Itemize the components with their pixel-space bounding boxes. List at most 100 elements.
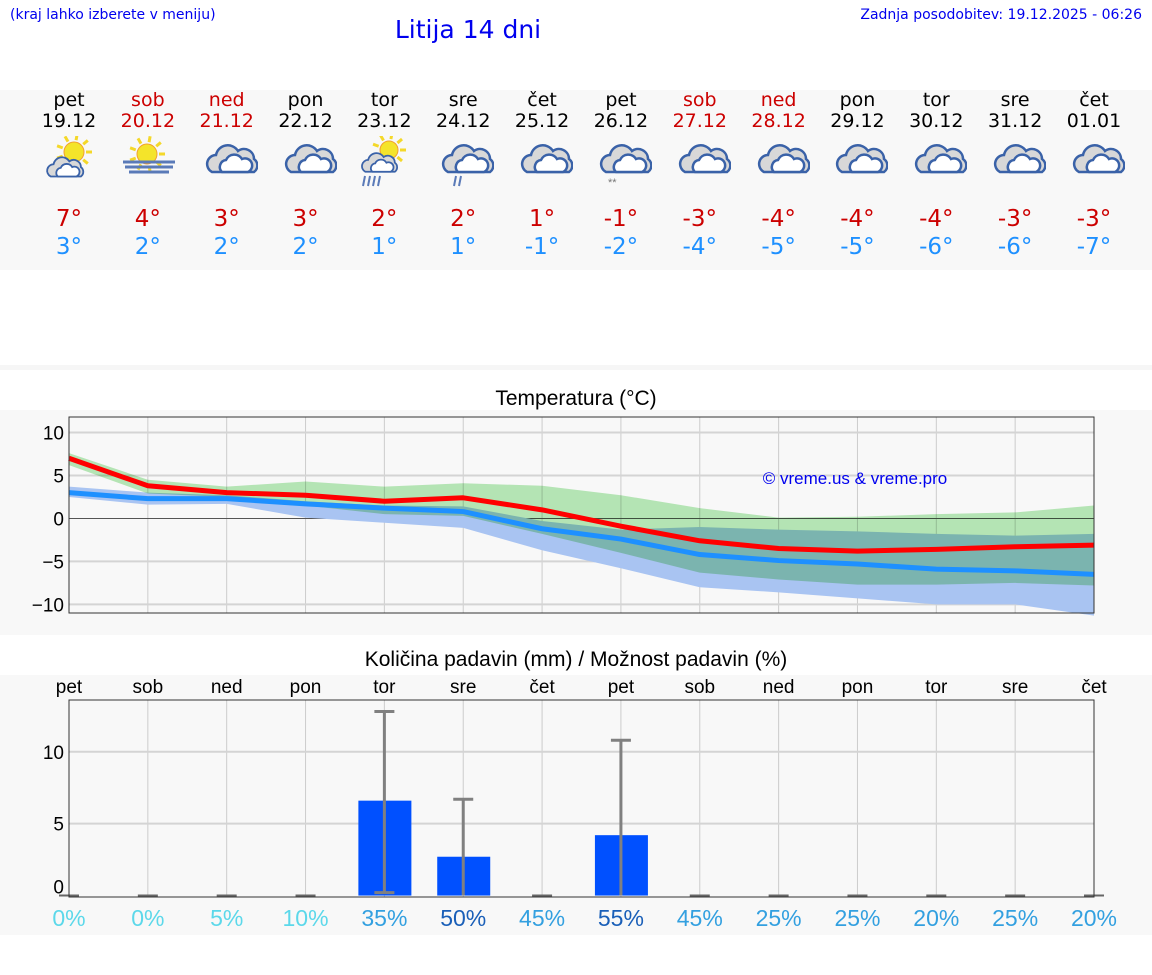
day-date: 01.01	[1066, 110, 1122, 132]
plot-frame	[68, 699, 1095, 898]
x-day-label: sob	[684, 677, 715, 698]
x-day-label: ned	[763, 677, 795, 698]
precip-probability: 20%	[1071, 905, 1117, 931]
x-day-label: pet	[608, 677, 635, 698]
precip-probability: 55%	[598, 905, 644, 931]
precip-probability: 25%	[756, 905, 802, 931]
day-name: ned	[208, 89, 245, 111]
last-updated: Zadnja posodobitev: 19.12.2025 - 06:26	[860, 7, 1142, 23]
precip-probability: 0%	[131, 905, 164, 931]
day-date: 26.12	[593, 110, 649, 132]
y-tick-label: 10	[43, 423, 64, 444]
partly-cloudy-sun-icon	[30, 136, 108, 198]
max-temp: -3°	[682, 206, 717, 232]
precip-probability: 50%	[440, 905, 486, 931]
day-forecast: čet 01.01 -3° -7°	[1055, 90, 1133, 261]
min-temp: 1°	[450, 234, 477, 260]
cloudy-icon	[188, 136, 266, 198]
x-day-label: sre	[1002, 677, 1028, 698]
max-temp: 4°	[134, 206, 161, 232]
x-day-label: sre	[450, 677, 476, 698]
day-name: sob	[131, 89, 165, 111]
day-date: 31.12	[987, 110, 1043, 132]
watermark: © vreme.us & vreme.pro	[763, 469, 947, 488]
min-temp: -6°	[919, 234, 954, 260]
max-temp: 7°	[55, 206, 83, 232]
day-forecast: čet 25.12 1° -1°	[503, 90, 581, 261]
precipitation-chart-title: Količina padavin (mm) / Možnost padavin …	[364, 648, 788, 671]
min-temp: 2°	[134, 234, 161, 260]
day-name: tor	[922, 89, 950, 111]
precip-probability: 10%	[283, 905, 329, 931]
cloudy-icon	[661, 136, 739, 198]
cloudy-icon	[740, 136, 818, 198]
day-name: pon	[287, 89, 324, 111]
min-temp: -1°	[524, 234, 560, 260]
max-temp: -3°	[1076, 206, 1112, 232]
day-name: pon	[839, 89, 876, 111]
x-day-label: pet	[56, 677, 83, 698]
x-day-label: tor	[373, 677, 396, 698]
day-date: 24.12	[436, 110, 491, 132]
min-temp: -4°	[682, 234, 717, 260]
cloudy-icon	[897, 136, 975, 198]
max-temp: -4°	[840, 206, 875, 232]
y-tick-label: 0	[53, 509, 64, 530]
cloudy-icon	[976, 136, 1054, 198]
min-temp: -6°	[997, 234, 1033, 260]
min-temp: -5°	[840, 234, 875, 260]
precipitation-chart-panel: pet sob ned pon tor sre čet pet sob ned pon tor sre č…	[0, 675, 1152, 935]
day-name: čet	[1079, 89, 1109, 111]
temperature-chart-title: Temperatura (°C)	[495, 387, 657, 410]
x-day-label: tor	[925, 677, 948, 698]
x-day-label: ned	[211, 677, 243, 698]
day-forecast: pet 19.12 7° 3°	[30, 90, 108, 261]
divider	[0, 365, 1152, 370]
day-date: 19.12	[41, 110, 97, 132]
cloudy-icon	[818, 136, 896, 198]
day-forecast: pon 29.12 -4° -5°	[818, 90, 896, 261]
sun-fog-icon	[109, 136, 187, 198]
day-date: 28.12	[751, 110, 806, 132]
max-temp: 2°	[371, 206, 398, 232]
x-day-label: pon	[842, 677, 874, 698]
max-temp: 1°	[528, 206, 556, 232]
precip-probability: 5%	[210, 905, 243, 931]
day-date: 27.12	[672, 110, 727, 132]
day-name: sre	[448, 89, 478, 111]
cloudy-icon	[503, 136, 581, 198]
min-temp-line	[68, 490, 1095, 577]
min-temp: 1°	[371, 234, 398, 260]
day-date: 30.12	[909, 110, 964, 132]
min-temp: -2°	[603, 234, 639, 260]
day-forecast: sre 31.12 -3° -6°	[976, 90, 1054, 261]
precip-probability: 25%	[992, 905, 1038, 931]
svg-text:**: **	[608, 177, 617, 189]
x-day-label: čet	[1081, 677, 1107, 698]
plot-area	[69, 700, 1094, 897]
min-temp: -7°	[1076, 234, 1112, 260]
day-name: sre	[1000, 89, 1030, 111]
precip-probability: 25%	[834, 905, 880, 931]
max-temp: -4°	[761, 206, 796, 232]
day-forecast: sre 24.12 2° 1°	[424, 90, 502, 261]
max-temp: 2°	[450, 206, 477, 232]
max-temp: -3°	[997, 206, 1033, 232]
day-forecast: pon 22.12 3° 2°	[267, 90, 345, 261]
min-temp-range-band	[69, 486, 1094, 616]
day-date: 29.12	[830, 110, 885, 132]
day-date: 21.12	[199, 110, 254, 132]
precip-probability: 45%	[677, 905, 723, 931]
precip-probability: 0%	[52, 905, 85, 931]
location-menu-hint: (kraj lahko izberete v meniju)	[10, 7, 216, 23]
precip-probability: 45%	[519, 905, 565, 931]
precip-probability: 35%	[361, 905, 407, 931]
day-name: čet	[527, 89, 557, 111]
day-name: ned	[760, 89, 797, 111]
y-tick-label: −10	[32, 595, 64, 616]
cloudy-snow-icon: **	[582, 136, 660, 198]
temperature-chart: 10 5 0 −5 −10 © vreme.us & vreme.pro	[32, 416, 1095, 616]
min-temp: 3°	[55, 234, 83, 260]
daily-forecast-strip: pet 19.12 7° 3° sob 20.12 4° 2° ned 21.12 …	[0, 90, 1152, 270]
min-temp: -5°	[761, 234, 796, 260]
